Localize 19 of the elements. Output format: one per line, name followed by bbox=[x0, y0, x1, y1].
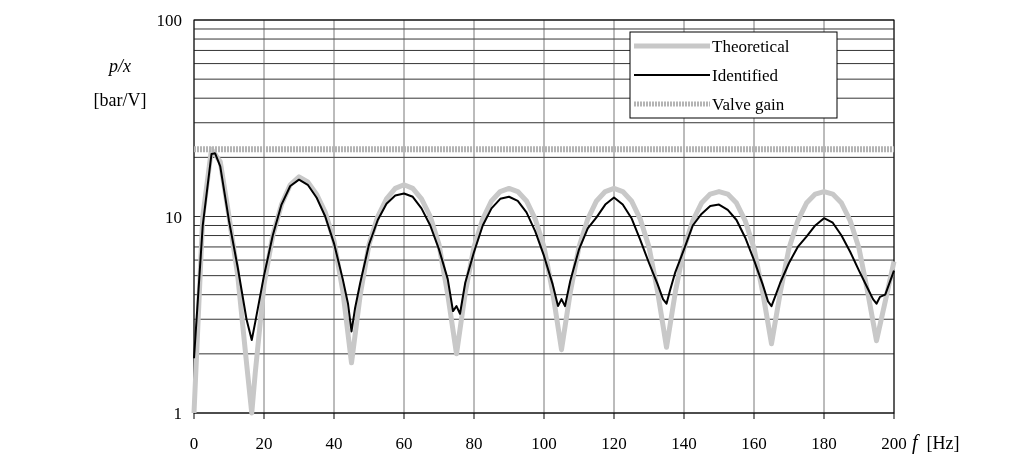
y-axis-title: p/x [bar/V] bbox=[93, 56, 147, 110]
x-tick-label: 60 bbox=[395, 434, 413, 453]
y-tick-label: 100 bbox=[156, 11, 182, 30]
x-tick-label: 80 bbox=[465, 434, 483, 453]
x-tick-label: 160 bbox=[741, 434, 767, 453]
y-tick-label: 10 bbox=[165, 207, 182, 227]
x-tick-label: 100 bbox=[531, 434, 557, 453]
x-tick-label: 200 bbox=[881, 434, 907, 453]
x-tick-label: 140 bbox=[671, 434, 697, 453]
x-tick-label: 40 bbox=[325, 434, 343, 453]
y-tick-label: 1 bbox=[173, 404, 182, 423]
x-tick-label: 0 bbox=[189, 434, 199, 453]
x-axis-title: f [Hz] bbox=[912, 431, 960, 454]
legend-label: Theoretical bbox=[712, 37, 790, 56]
x-tick-label: 20 bbox=[255, 434, 273, 453]
x-tick-label: 180 bbox=[811, 434, 837, 453]
legend-label: Valve gain bbox=[712, 95, 785, 114]
legend-label: Identified bbox=[712, 66, 779, 85]
x-tick-label: 120 bbox=[601, 434, 627, 453]
